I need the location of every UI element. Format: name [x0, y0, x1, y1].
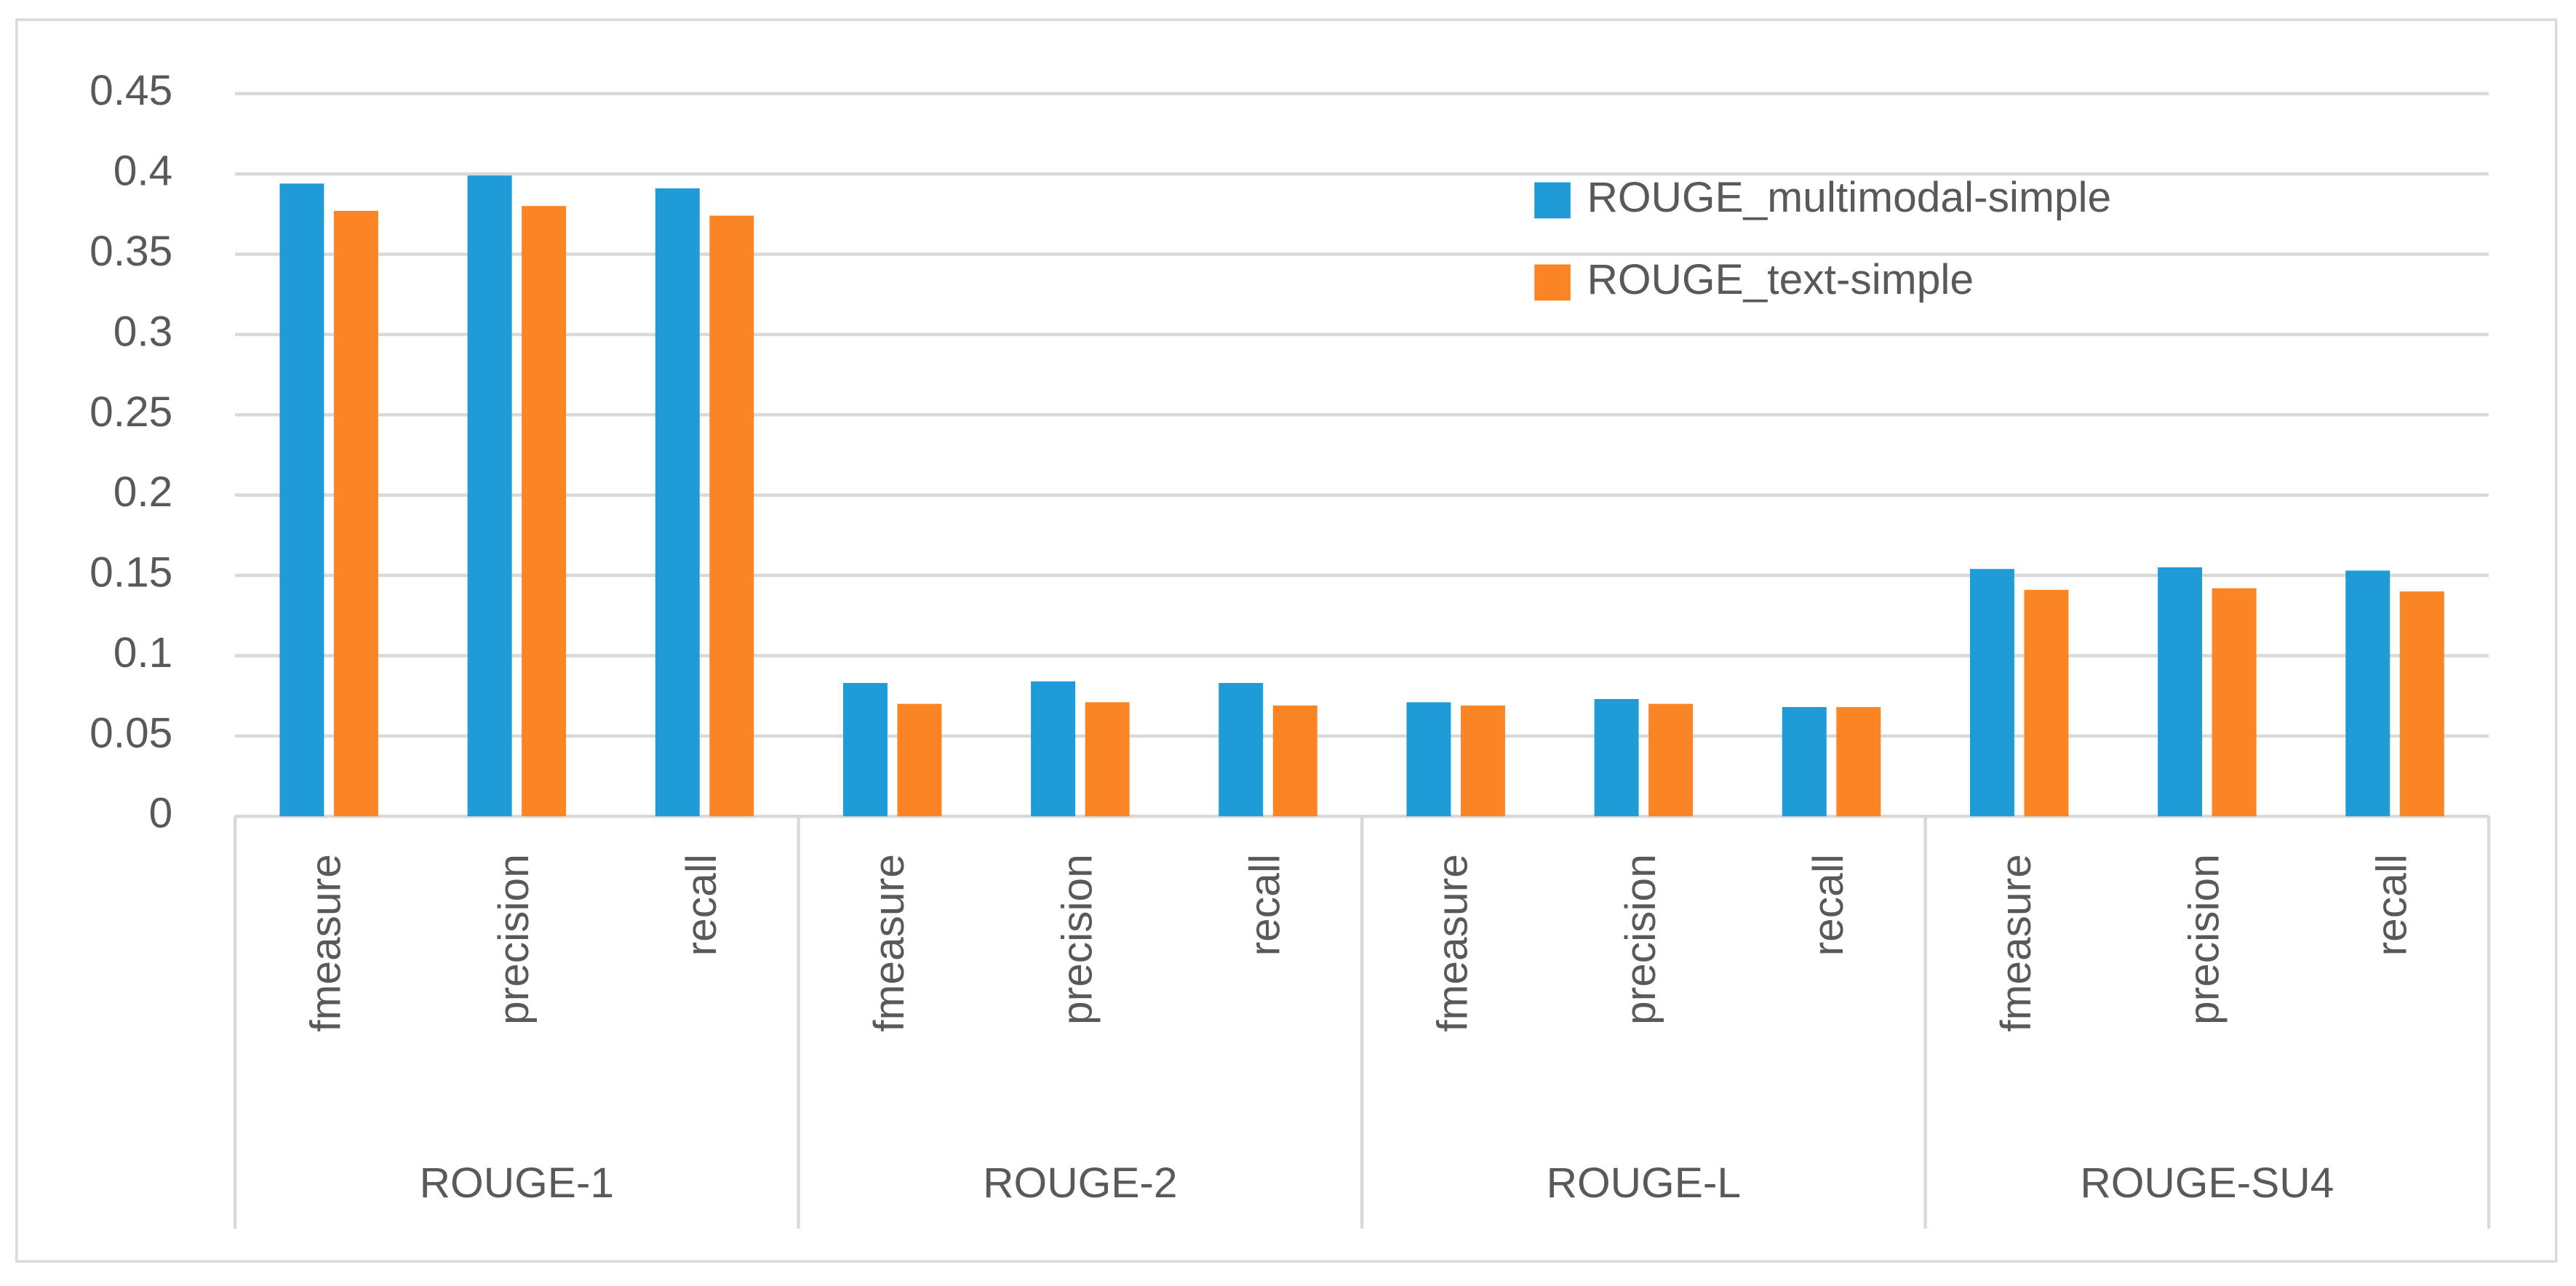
x-tick-label: precision: [1053, 854, 1101, 1025]
y-tick-label: 0.3: [113, 308, 173, 355]
y-tick-label: 0.4: [113, 148, 173, 195]
bar: [655, 188, 700, 817]
y-tick-label: 0.1: [113, 629, 173, 676]
x-tick-label: fmeasure: [866, 854, 913, 1032]
x-tick-label: precision: [490, 854, 538, 1025]
bar: [1969, 569, 2014, 817]
bar: [1782, 707, 1827, 817]
y-tick-label: 0.45: [89, 67, 172, 114]
bar: [1594, 699, 1639, 817]
x-tick-label: recall: [1242, 854, 1289, 956]
bar: [1648, 703, 1694, 817]
bar: [1406, 702, 1451, 817]
bar: [1836, 707, 1881, 817]
x-tick-label: fmeasure: [303, 854, 350, 1032]
legend-swatch: [1534, 264, 1571, 301]
y-tick-label: 0.35: [89, 228, 172, 275]
y-tick-label: 0.25: [89, 388, 172, 436]
group-label: ROUGE-L: [1547, 1159, 1741, 1207]
x-tick-label: fmeasure: [1429, 854, 1477, 1032]
x-tick-label: recall: [2369, 854, 2416, 956]
y-tick-label: 0.15: [89, 549, 172, 596]
bar: [2024, 589, 2069, 817]
bar: [279, 183, 324, 817]
bar: [709, 215, 754, 817]
legend-label: ROUGE_multimodal-simple: [1587, 174, 2111, 221]
group-label: ROUGE-1: [420, 1159, 614, 1207]
bar: [1085, 702, 1130, 817]
bar: [1219, 682, 1264, 817]
legend-swatch: [1534, 182, 1571, 219]
x-tick-label: recall: [678, 854, 725, 956]
group-label: ROUGE-SU4: [2080, 1159, 2334, 1207]
bar: [522, 206, 567, 817]
bar: [1031, 681, 1076, 817]
bar: [1272, 705, 1317, 817]
bar: [2399, 591, 2444, 817]
bar: [1460, 705, 1505, 817]
y-tick-label: 0: [149, 790, 173, 837]
bar: [897, 703, 942, 817]
y-tick-label: 0.2: [113, 468, 173, 516]
bar: [2158, 567, 2203, 817]
x-tick-label: precision: [2180, 854, 2228, 1025]
bar: [2345, 570, 2390, 817]
bar: [842, 682, 888, 817]
bar: [2212, 588, 2257, 817]
x-tick-label: fmeasure: [1993, 854, 2040, 1032]
x-tick-label: precision: [1617, 854, 1664, 1025]
chart-border: [15, 18, 2558, 1263]
group-label: ROUGE-2: [983, 1159, 1177, 1207]
x-tick-label: recall: [1805, 854, 1852, 956]
bar: [333, 210, 378, 817]
bar: [467, 175, 512, 817]
legend-label: ROUGE_text-simple: [1587, 256, 1974, 303]
y-tick-label: 0.05: [89, 709, 172, 756]
